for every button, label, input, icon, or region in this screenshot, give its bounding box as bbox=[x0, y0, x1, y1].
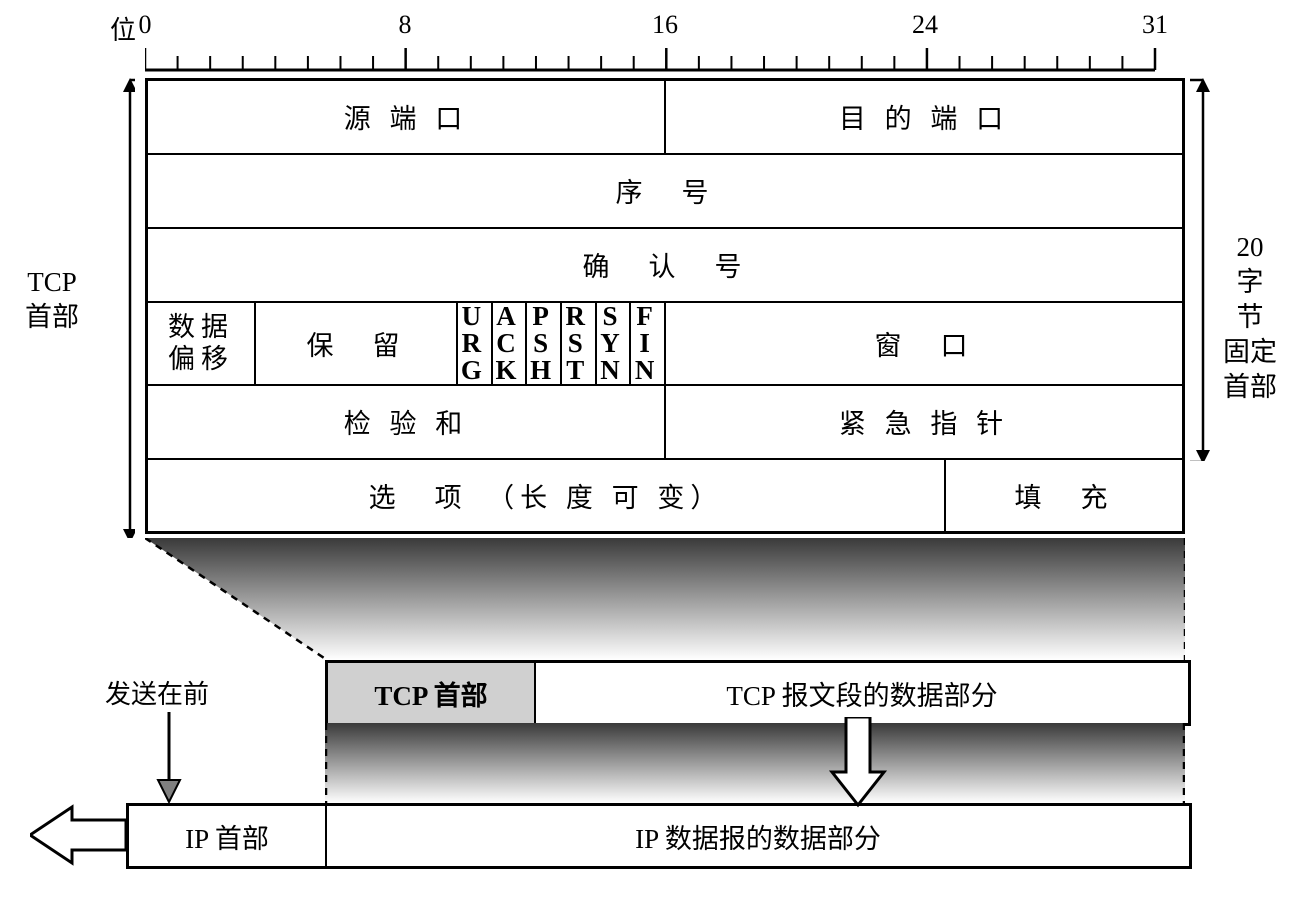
field-data-offset: 数据 偏移 bbox=[147, 302, 256, 385]
left-label-line1: TCP bbox=[27, 267, 77, 297]
bit-label-16: 16 bbox=[652, 10, 678, 40]
ip-datagram: IP 首部 IP 数据报的数据部分 bbox=[126, 803, 1192, 869]
ip-datagram-header: IP 首部 bbox=[129, 806, 327, 866]
field-src-port: 源 端 口 bbox=[147, 80, 665, 154]
encapsulation-gradient bbox=[325, 723, 1185, 803]
flag-ack: ACK bbox=[492, 302, 527, 385]
ruler-ticks bbox=[145, 40, 1185, 76]
field-reserved: 保 留 bbox=[255, 302, 457, 385]
field-urgent-ptr: 紧 急 指 针 bbox=[665, 385, 1184, 459]
bit-label-title: 位 bbox=[110, 10, 136, 47]
data-offset-l2: 偏移 bbox=[168, 344, 234, 374]
flag-urg: URG bbox=[457, 302, 492, 385]
flag-fin: FIN bbox=[630, 302, 665, 385]
tcp-segment-data: TCP 报文段的数据部分 bbox=[536, 663, 1188, 723]
field-options: 选 项 （长 度 可 变） bbox=[147, 459, 945, 533]
left-label-line2: 首部 bbox=[25, 302, 79, 332]
flag-syn: SYN bbox=[596, 302, 631, 385]
down-arrow-icon bbox=[828, 717, 888, 809]
field-dst-port: 目 的 端 口 bbox=[665, 80, 1184, 154]
left-bracket-label: TCP 首部 bbox=[25, 265, 79, 335]
right-bracket-label: 20 字 节 固定 首部 bbox=[1220, 230, 1280, 405]
field-checksum: 检 验 和 bbox=[147, 385, 665, 459]
zoom-projection bbox=[145, 538, 1185, 660]
right-label-line2: 固定 bbox=[1223, 337, 1277, 367]
tcp-header-table: 源 端 口 目 的 端 口 序 号 确 认 号 数据 偏移 保 留 URG AC… bbox=[145, 78, 1185, 534]
flag-psh: PSH bbox=[526, 302, 561, 385]
field-seq-num: 序 号 bbox=[147, 154, 1184, 228]
field-window: 窗 口 bbox=[665, 302, 1184, 385]
bit-label-24: 24 bbox=[912, 10, 938, 40]
tcp-segment-header: TCP 首部 bbox=[328, 663, 536, 723]
field-ack-num: 确 认 号 bbox=[147, 228, 1184, 302]
flag-rst: RST bbox=[561, 302, 596, 385]
right-label-line3: 首部 bbox=[1223, 372, 1277, 402]
send-down-arrow-icon bbox=[155, 712, 183, 804]
right-label-line1a: 20 字 bbox=[1237, 232, 1264, 297]
field-padding: 填 充 bbox=[945, 459, 1184, 533]
left-arrow-icon bbox=[30, 803, 130, 867]
bit-label-0: 0 bbox=[139, 10, 152, 40]
bit-label-31: 31 bbox=[1142, 10, 1168, 40]
ip-datagram-data: IP 数据报的数据部分 bbox=[327, 806, 1189, 866]
bit-label-8: 8 bbox=[399, 10, 412, 40]
right-label-line1b: 节 bbox=[1237, 302, 1264, 332]
send-first-label: 发送在前 bbox=[105, 674, 209, 711]
tcp-segment: TCP 首部 TCP 报文段的数据部分 bbox=[325, 660, 1191, 726]
data-offset-l1: 数据 bbox=[168, 312, 234, 342]
